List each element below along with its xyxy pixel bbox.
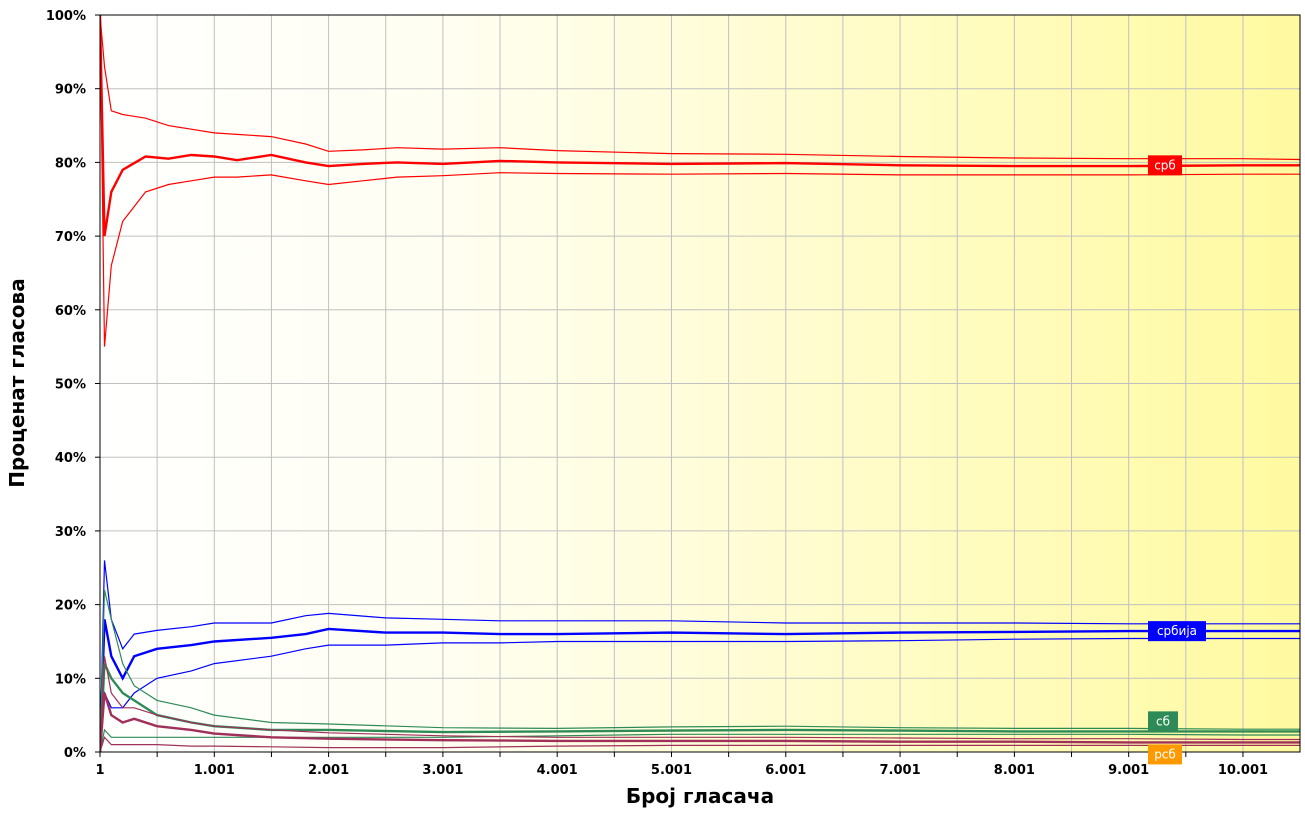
series-3-line — [100, 692, 1300, 752]
series-1-upper-bound-line — [100, 560, 1300, 752]
series-1-label: србија — [1157, 624, 1197, 638]
series-0-label-box — [1148, 155, 1182, 176]
series-3-lower-bound-line — [100, 736, 1300, 752]
series-0-line — [100, 15, 1300, 237]
x-tick-label: 10.001 — [1218, 763, 1268, 778]
series-0-label: срб — [1154, 158, 1176, 172]
x-tick-label: 7.001 — [880, 763, 921, 778]
series-labels: срб србија сб рсб — [1148, 155, 1206, 765]
x-tick-label: 1 — [95, 763, 104, 778]
y-tick-label: 60% — [55, 304, 86, 319]
y-tick-label: 20% — [55, 599, 86, 614]
y-tick-label: 10% — [55, 672, 86, 687]
x-axis-title: Број гласача — [626, 784, 774, 808]
y-tick-label: 30% — [55, 525, 86, 540]
series-2-lower-bound-line — [100, 728, 1300, 752]
series-2-label-box — [1148, 711, 1178, 732]
series-1-line — [100, 619, 1300, 752]
series-2-label: сб — [1156, 714, 1170, 728]
series-3-label-box — [1148, 744, 1182, 765]
y-tick-label: 0% — [64, 746, 86, 761]
x-tick-label: 8.001 — [994, 763, 1035, 778]
y-tick-label: 90% — [55, 83, 86, 98]
x-tick-label: 9.001 — [1108, 763, 1149, 778]
x-tick-label: 6.001 — [765, 763, 806, 778]
series-3-upper-bound-line — [100, 656, 1300, 752]
y-tick-label: 50% — [55, 378, 86, 393]
y-tick-label: 40% — [55, 451, 86, 466]
x-tick-label: 4.001 — [537, 763, 578, 778]
y-axis-title: Проценат гласова — [5, 278, 29, 487]
series-0-upper-bound-line — [100, 15, 1300, 161]
x-tick-label: 3.001 — [422, 763, 463, 778]
series-2-line — [100, 663, 1300, 752]
series-0-lower-bound-line — [100, 15, 1300, 347]
x-axis-ticks: 1 1.001 2.001 3.001 4.001 5.001 6.001 7.001 8.00… — [95, 752, 1268, 778]
y-tick-label: 70% — [55, 230, 86, 245]
series-1-lower-bound-line — [100, 637, 1300, 752]
y-tick-label: 80% — [55, 156, 86, 171]
series-1-label-box — [1148, 621, 1206, 642]
y-tick-label: 100% — [46, 9, 86, 24]
series-3-label: рсб — [1154, 747, 1176, 761]
series-layer — [100, 15, 1300, 752]
y-axis-ticks: 0% 10% 20% 30% 40% 50% 60% 70% 80% 90% 100% — [46, 9, 100, 761]
series-2-upper-bound-line — [100, 589, 1300, 752]
x-tick-label: 1.001 — [194, 763, 235, 778]
x-tick-label: 5.001 — [651, 763, 692, 778]
x-tick-label: 2.001 — [308, 763, 349, 778]
